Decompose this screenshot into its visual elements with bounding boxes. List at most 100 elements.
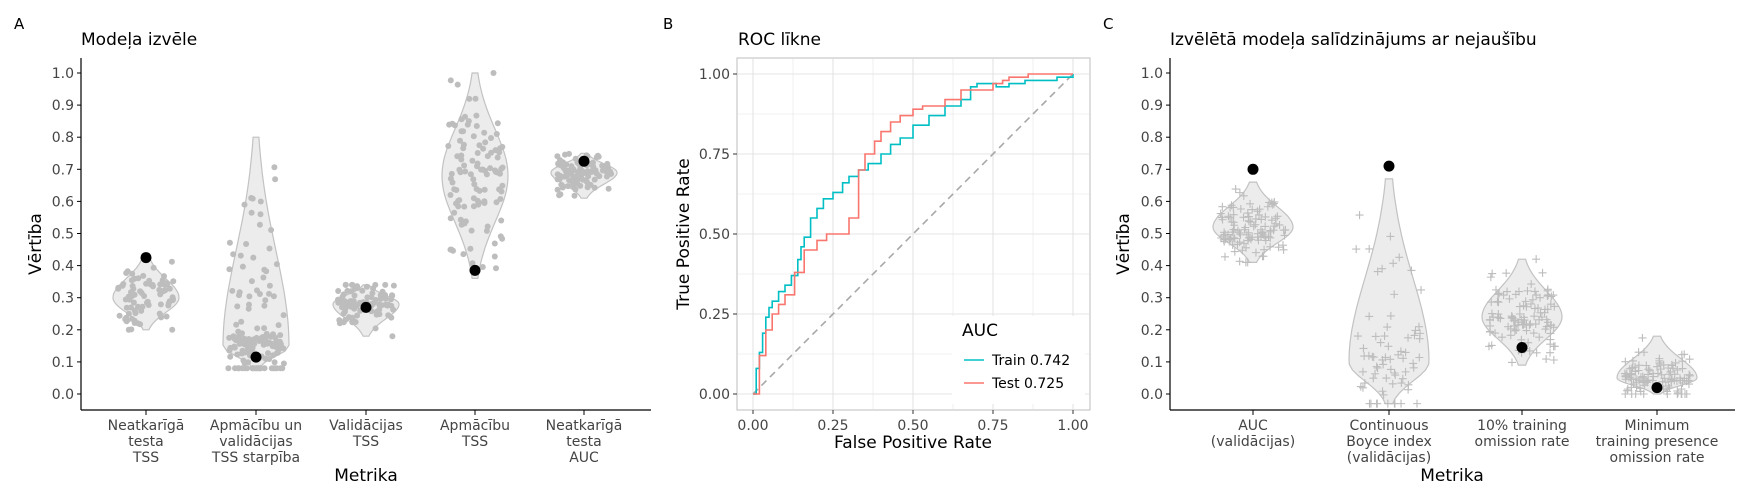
data-point <box>467 245 474 252</box>
data-point <box>1488 269 1497 278</box>
data-point <box>168 258 175 265</box>
data-point <box>1628 363 1637 372</box>
data-point <box>1627 390 1636 398</box>
data-point <box>1246 199 1255 208</box>
data-point <box>1260 245 1269 254</box>
data-point <box>150 264 157 271</box>
x-tick-label: AUC <box>1238 418 1268 434</box>
y-axis-ticks-a: 0.0 0.1 0.2 0.3 0.4 0.5 0.6 0.7 0.8 0.9 1.0 <box>52 66 81 403</box>
data-point <box>1386 311 1395 320</box>
data-point <box>470 133 477 140</box>
data-point <box>499 182 506 189</box>
data-point <box>140 272 147 279</box>
data-point <box>1532 255 1541 264</box>
data-point <box>460 251 467 258</box>
data-point <box>1507 358 1516 367</box>
y-tick-label: 0.4 <box>52 259 74 275</box>
data-point <box>1264 232 1273 241</box>
data-point <box>1652 362 1661 371</box>
data-point <box>1244 212 1253 221</box>
data-point <box>1511 290 1520 299</box>
diagonal-reference-line <box>752 73 1074 395</box>
data-point <box>261 302 268 309</box>
selected-model-point <box>250 351 262 363</box>
data-point <box>1485 316 1494 325</box>
data-point <box>1376 338 1385 347</box>
y-tick-label: 0.3 <box>52 291 74 307</box>
selected-model-point <box>1516 341 1528 353</box>
x-tick-label: 0.75 <box>977 418 1008 434</box>
data-point <box>1530 312 1539 321</box>
data-point <box>589 168 596 175</box>
y-tick-label: 0.6 <box>52 194 74 210</box>
data-point <box>1227 217 1236 226</box>
y-tick-label: 0.5 <box>1141 227 1163 243</box>
data-point <box>349 281 356 288</box>
data-point <box>1680 374 1689 383</box>
data-point <box>230 251 237 258</box>
selected-model-point <box>1651 382 1663 394</box>
data-point <box>227 353 234 360</box>
data-point <box>493 265 499 272</box>
data-point <box>1546 348 1555 357</box>
y-tick-label: 0.0 <box>1141 387 1163 403</box>
data-point <box>1243 209 1252 218</box>
data-point <box>1236 230 1245 239</box>
data-point <box>1359 344 1368 353</box>
data-point <box>226 334 233 341</box>
data-point <box>250 254 257 261</box>
x-tick-label: Neatkarīgā <box>546 418 623 434</box>
data-point <box>1373 363 1382 372</box>
x-tick-label: TSS starpība <box>211 450 300 466</box>
data-point <box>1383 323 1392 332</box>
data-point <box>1521 297 1530 306</box>
data-point <box>1251 248 1260 257</box>
roc-series <box>753 73 1074 395</box>
y-tick-label: 0.7 <box>1141 162 1163 178</box>
data-point <box>1657 370 1666 379</box>
data-point <box>156 310 163 317</box>
data-point <box>1621 357 1630 366</box>
data-point <box>1369 374 1378 383</box>
data-point <box>1407 266 1416 275</box>
data-point <box>124 268 131 275</box>
data-point <box>558 162 565 169</box>
violins-c <box>1212 160 1698 408</box>
data-point <box>481 129 488 136</box>
data-point <box>591 176 598 183</box>
data-point <box>474 150 481 156</box>
data-point <box>263 268 270 275</box>
data-point <box>1639 390 1648 398</box>
y-tick-label: 0.2 <box>1141 323 1163 339</box>
data-point <box>557 157 563 164</box>
data-point <box>1503 287 1512 296</box>
data-point <box>488 135 494 141</box>
data-point <box>447 77 454 84</box>
data-point <box>1220 252 1229 261</box>
y-tick-label: 0.2 <box>52 323 74 339</box>
data-point <box>156 286 163 293</box>
data-point <box>1248 205 1257 214</box>
data-point <box>473 112 480 119</box>
x-tick-label: Neatkarīgā <box>108 418 185 434</box>
data-point <box>1547 321 1556 330</box>
y-tick-label: 0.50 <box>699 227 730 243</box>
data-point <box>261 325 268 332</box>
data-point <box>1485 342 1494 351</box>
data-point <box>1549 291 1558 300</box>
data-point <box>243 241 250 247</box>
data-point <box>372 281 379 288</box>
data-point <box>238 350 245 357</box>
data-point <box>447 215 454 222</box>
data-point <box>1542 355 1551 364</box>
data-point <box>499 143 506 150</box>
data-point <box>238 318 245 325</box>
data-point <box>1546 329 1555 338</box>
data-point <box>462 113 468 120</box>
x-tick-label: omission rate <box>1610 450 1705 466</box>
x-axis-label-b: False Positive Rate <box>834 433 992 453</box>
data-point <box>1623 385 1632 394</box>
data-point <box>245 348 252 355</box>
data-point <box>1235 188 1244 197</box>
